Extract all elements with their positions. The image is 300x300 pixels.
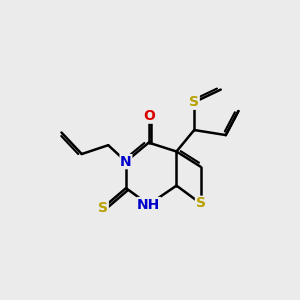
Text: S: S: [196, 196, 206, 210]
Text: O: O: [143, 109, 154, 123]
Text: S: S: [189, 95, 199, 109]
Text: NH: NH: [137, 198, 160, 212]
Text: N: N: [120, 154, 132, 169]
Text: S: S: [98, 201, 108, 214]
